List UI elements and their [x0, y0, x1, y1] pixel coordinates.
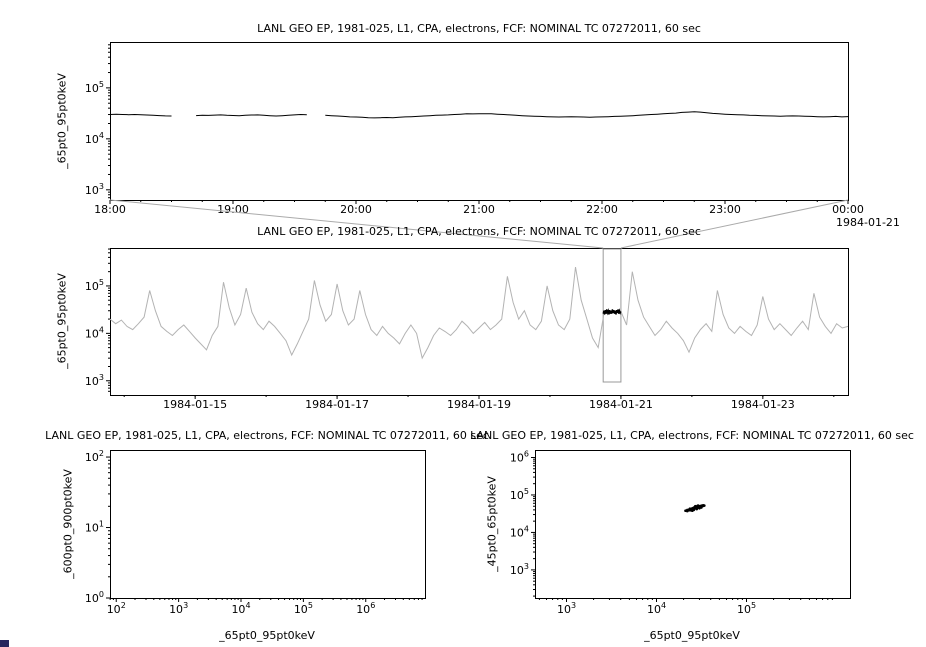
x-tick-label: 00:00: [832, 203, 864, 216]
flux-65-95keV-overview-line: [109, 267, 849, 360]
y-tick-label: 103: [510, 562, 529, 577]
scatter-600-900: 100 101 102 102 103 104 105 106: [85, 449, 426, 616]
y-tick-label: 106: [510, 449, 529, 464]
x-tick-label: 103: [169, 601, 188, 616]
y-axis-label-scatter-45-65: _45pt0_65pt0keV: [485, 476, 499, 572]
chart-title-overview-timeseries: LANL GEO EP, 1981-025, L1, CPA, electron…: [257, 225, 701, 238]
x-tick-label: 1984-01-21: [589, 398, 653, 411]
zoom-timeseries: 103 104 105 18:00 19:00 20:00 21:00 22:00 23:00 0…: [85, 42, 864, 216]
scatter-point: [686, 509, 689, 513]
y-tick-label: 104: [85, 131, 104, 146]
x-tick-label: 1984-01-15: [163, 398, 227, 411]
x-tick-label: 106: [356, 601, 375, 616]
x-tick-label: 103: [557, 601, 576, 616]
scatter-point: [688, 507, 692, 511]
scatter-45-65: 103 104 105 106 103 104 105: [510, 449, 851, 616]
y-tick-label: 100: [85, 590, 104, 605]
y-tick-label: 104: [85, 325, 104, 340]
x-tick-label: 21:00: [463, 203, 495, 216]
x-tick-label: 19:00: [217, 203, 249, 216]
zoom-timeseries-frame: [110, 42, 849, 201]
y-tick-label: 105: [510, 487, 529, 502]
zoom-connector-left: [109, 199, 604, 249]
scatter-point: [696, 504, 699, 508]
x-tick-label: 1984-01-19: [447, 398, 511, 411]
x-tick-label: 104: [647, 601, 666, 616]
zoom-connector-right: [620, 199, 849, 249]
x-tick-label: 104: [231, 601, 250, 616]
scatter-point: [700, 506, 703, 509]
x-tick-label: 23:00: [709, 203, 741, 216]
x-tick-label: 102: [107, 601, 126, 616]
chart-title-zoom-timeseries: LANL GEO EP, 1981-025, L1, CPA, electron…: [257, 22, 701, 35]
y-tick-label: 105: [85, 80, 104, 95]
y-tick-label: 104: [510, 524, 529, 539]
scatter-45-65-frame: [535, 450, 851, 599]
scatter-point: [703, 504, 706, 507]
y-tick-label: 105: [85, 278, 104, 293]
scatter-point: [691, 509, 694, 512]
x-tick-label: 22:00: [586, 203, 618, 216]
flux-65-95keV-zoom-line: [109, 111, 849, 119]
x-tick-label: 1984-01-17: [305, 398, 369, 411]
flux-65-95keV-selected-line: [602, 308, 622, 316]
scatter-600-900-frame: [110, 450, 426, 599]
chart-title-scatter-45-65: LANL GEO EP, 1981-025, L1, CPA, electron…: [470, 429, 914, 442]
x-axis-label-scatter-45-65: _65pt0_95pt0keV: [644, 629, 740, 642]
overview-timeseries-frame: [110, 248, 849, 396]
window-corner-artifact: [0, 640, 9, 647]
x-axis-date-annotation: 1984-01-21: [836, 216, 900, 229]
zoom-selection-box[interactable]: [602, 248, 622, 383]
x-tick-label: 105: [737, 601, 756, 616]
y-tick-label: 103: [85, 373, 104, 388]
chart-title-scatter-600-900: LANL GEO EP, 1981-025, L1, CPA, electron…: [45, 429, 489, 442]
scatter-point: [694, 504, 697, 508]
y-tick-label: 101: [85, 520, 104, 535]
scatter-point: [695, 507, 698, 511]
x-tick-label: 18:00: [94, 203, 126, 216]
y-axis-label-overview-timeseries: _65pt0_95pt0keV: [55, 273, 69, 369]
x-tick-label: 105: [294, 601, 313, 616]
y-axis-label-zoom-timeseries: _65pt0_95pt0keV: [55, 73, 69, 169]
x-tick-label: 1984-01-23: [731, 398, 795, 411]
y-axis-label-scatter-600-900: _600pt0_900pt0keV: [61, 469, 75, 579]
y-tick-label: 103: [85, 182, 104, 197]
x-axis-label-scatter-600-900: _65pt0_95pt0keV: [219, 629, 315, 642]
x-tick-label: 20:00: [340, 203, 372, 216]
overview-timeseries: 103 104 105 1984-01-15 1984-01-17 1984-01-19 1…: [85, 248, 849, 411]
y-tick-label: 102: [85, 449, 104, 464]
